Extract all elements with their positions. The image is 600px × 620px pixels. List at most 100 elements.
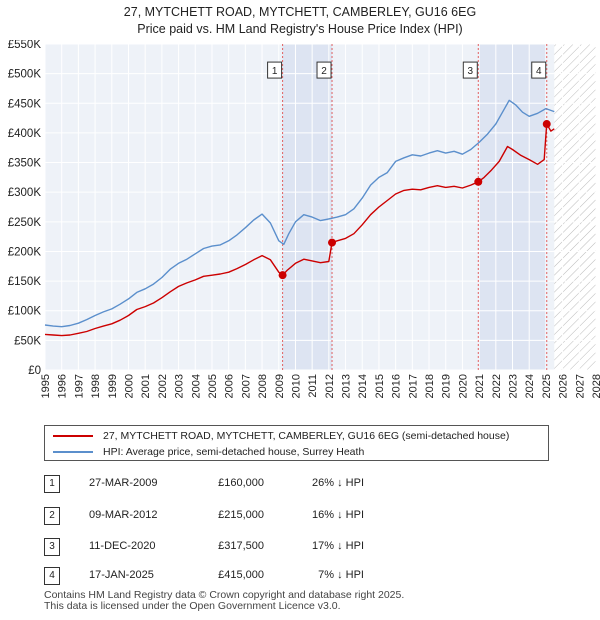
x-tick-label: 2003 — [174, 374, 186, 398]
chart-title: 27, MYTCHETT ROAD, MYTCHETT, CAMBERLEY, … — [123, 5, 477, 19]
transaction-row: 4 17-JAN-2025 £415,000 7% ↓ HPI — [44, 567, 464, 585]
y-tick-label: £150K — [8, 276, 42, 288]
sale-label-number: 2 — [321, 66, 327, 77]
sale-label-box: 3 — [462, 61, 478, 79]
y-tick-label: £100K — [8, 306, 42, 318]
x-tick-label: 2012 — [324, 374, 336, 398]
x-tick-label: 1999 — [107, 374, 119, 398]
sale-label-number: 3 — [468, 66, 474, 77]
x-tick-label: 2007 — [240, 374, 252, 398]
x-tick-label: 1997 — [73, 374, 85, 398]
transaction-date: 27-MAR-2009 — [89, 477, 158, 489]
sale-label-box: 2 — [316, 61, 332, 79]
x-tick-label: 2019 — [441, 374, 453, 398]
x-tick-label: 2013 — [341, 374, 353, 398]
sale-point — [542, 120, 551, 129]
y-tick-label: £550K — [8, 40, 42, 51]
y-tick-label: £400K — [8, 128, 42, 140]
transaction-hpi-diff: 17% ↓ HPI — [312, 540, 364, 552]
y-tick-label: £50K — [14, 335, 41, 347]
y-tick-label: £350K — [8, 158, 42, 170]
transaction-hpi-diff: 16% ↓ HPI — [312, 509, 364, 521]
transaction-date: 17-JAN-2025 — [89, 569, 154, 581]
legend-property-label: 27, MYTCHETT ROAD, MYTCHETT, CAMBERLEY, … — [103, 430, 510, 442]
x-tick-label: 2028 — [591, 374, 600, 398]
transaction-row: 2 09-MAR-2012 £215,000 16% ↓ HPI — [44, 507, 464, 525]
x-tick-label: 2015 — [374, 374, 386, 398]
y-tick-label: £0 — [28, 365, 41, 377]
property-series-line — [44, 123, 555, 337]
sale-point — [328, 238, 337, 247]
y-tick-label: £300K — [8, 187, 42, 199]
future-hatch — [554, 44, 596, 370]
y-tick-label: £450K — [8, 98, 42, 110]
chart-title-block: 27, MYTCHETT ROAD, MYTCHETT, CAMBERLEY, … — [0, 4, 600, 38]
sale-highlight-band — [282, 44, 333, 370]
chart-legend: 27, MYTCHETT ROAD, MYTCHETT, CAMBERLEY, … — [44, 425, 549, 461]
sale-label-frame — [267, 61, 283, 79]
x-tick-label: 1995 — [40, 374, 52, 398]
x-tick-label: 2025 — [541, 374, 553, 398]
sale-label-frame — [316, 61, 332, 79]
legend-entry-property: 27, MYTCHETT ROAD, MYTCHETT, CAMBERLEY, … — [53, 429, 509, 443]
transaction-number: 2 — [44, 507, 60, 525]
sale-label-number: 4 — [536, 66, 542, 77]
transaction-price: £317,500 — [218, 540, 264, 552]
x-tick-label: 2000 — [123, 374, 135, 398]
x-tick-label: 2005 — [207, 374, 219, 398]
sale-label-frame — [531, 61, 547, 79]
x-tick-label: 2002 — [157, 374, 169, 398]
y-tick-label: £250K — [8, 217, 42, 229]
x-tick-label: 2016 — [391, 374, 403, 398]
transaction-hpi-diff: 26% ↓ HPI — [312, 477, 364, 489]
transaction-price: £160,000 — [218, 477, 264, 489]
legend-hpi-label: HPI: Average price, semi-detached house,… — [103, 446, 365, 458]
transaction-date: 09-MAR-2012 — [89, 509, 158, 521]
x-tick-label: 2021 — [474, 374, 486, 398]
transaction-hpi-diff: 7% ↓ HPI — [318, 569, 364, 581]
x-tick-label: 2027 — [574, 374, 586, 398]
footer-copyright: Contains HM Land Registry data © Crown c… — [44, 589, 405, 601]
x-tick-label: 2020 — [457, 374, 469, 398]
x-tick-label: 2006 — [224, 374, 236, 398]
x-tick-label: 2026 — [558, 374, 570, 398]
legend-property-swatch — [53, 435, 93, 437]
transaction-price: £215,000 — [218, 509, 264, 521]
x-tick-label: 2009 — [274, 374, 286, 398]
legend-entry-hpi: HPI: Average price, semi-detached house,… — [53, 445, 364, 459]
x-tick-label: 2017 — [407, 374, 419, 398]
sale-label-number: 1 — [272, 66, 278, 77]
x-tick-label: 2001 — [140, 374, 152, 398]
x-tick-label: 2024 — [524, 374, 536, 398]
x-tick-label: 2004 — [190, 374, 202, 398]
sale-point — [278, 271, 287, 280]
chart-subtitle: Price paid vs. HM Land Registry's House … — [137, 22, 463, 36]
transaction-number: 4 — [44, 567, 60, 585]
transaction-price: £415,000 — [218, 569, 264, 581]
y-tick-label: £500K — [8, 69, 42, 81]
x-tick-label: 1996 — [57, 374, 69, 398]
x-tick-label: 2018 — [424, 374, 436, 398]
y-tick-label: £200K — [8, 246, 42, 258]
x-tick-label: 2022 — [491, 374, 503, 398]
x-tick-label: 2023 — [508, 374, 520, 398]
legend-hpi-swatch — [53, 451, 93, 453]
transaction-row: 1 27-MAR-2009 £160,000 26% ↓ HPI — [44, 475, 464, 493]
x-tick-label: 1998 — [90, 374, 102, 398]
footer-licence: This data is licensed under the Open Gov… — [44, 600, 341, 612]
x-tick-label: 2011 — [307, 374, 319, 398]
transaction-row: 3 11-DEC-2020 £317,500 17% ↓ HPI — [44, 538, 464, 556]
footer: Contains HM Land Registry data © Crown c… — [44, 590, 404, 612]
sale-label-frame — [462, 61, 478, 79]
transaction-number: 1 — [44, 475, 60, 493]
sale-label-box: 4 — [531, 61, 547, 79]
sale-point — [474, 177, 483, 186]
transaction-number: 3 — [44, 538, 60, 556]
hpi-series-line — [44, 99, 555, 328]
transaction-date: 11-DEC-2020 — [89, 540, 156, 552]
price-chart: £0 £50K £100K £150K £200K £250K £300K £350K £400… — [8, 40, 600, 398]
x-tick-label: 2010 — [290, 374, 302, 398]
sale-label-box: 1 — [267, 61, 283, 79]
x-tick-label: 2008 — [257, 374, 269, 398]
x-tick-label: 2014 — [357, 374, 369, 398]
